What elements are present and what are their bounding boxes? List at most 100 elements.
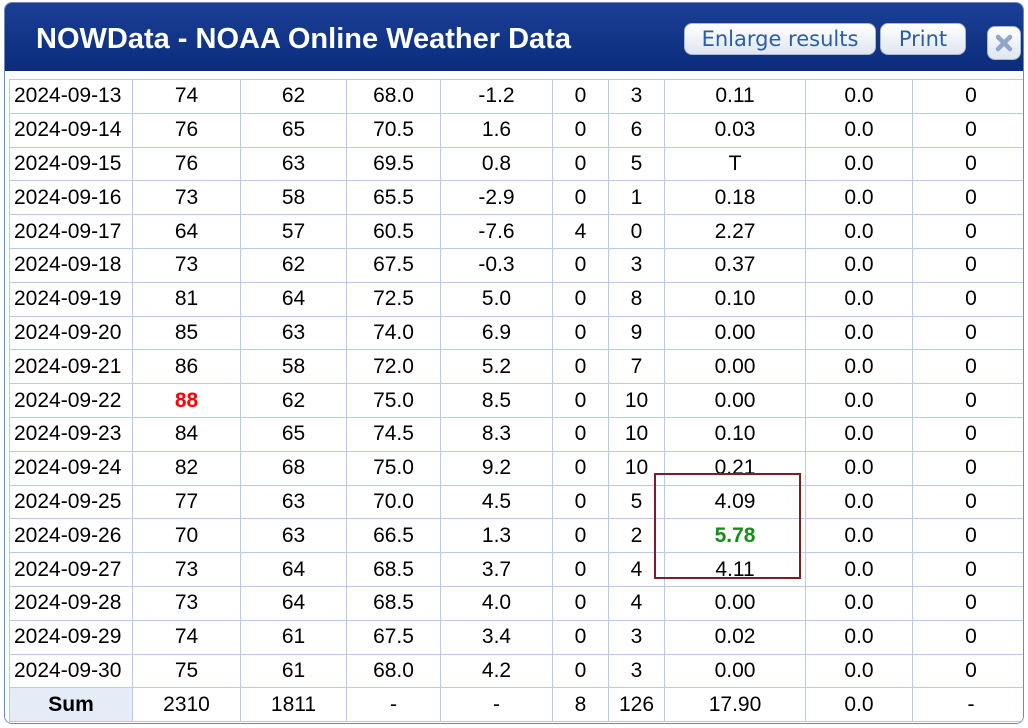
cell-min-temp: 57 — [240, 214, 347, 249]
cell-hdd: 0 — [552, 281, 609, 317]
table-row: 2024-09-21 86 58 72.0 5.2 0 7 0.00 0.0 0 — [9, 349, 1023, 385]
cell-snow-depth: 0 — [912, 585, 1023, 621]
cell-snowfall: 0.0 — [805, 653, 913, 689]
cell-departure: -2.9 — [440, 180, 553, 216]
enlarge-results-button[interactable]: Enlarge results — [684, 23, 876, 55]
cell-date: 2024-09-13 — [9, 79, 133, 114]
cell-precipitation: 0.00 — [664, 383, 806, 418]
cell-min-temp: 58 — [240, 349, 347, 385]
cell-snow-depth: 0 — [912, 247, 1023, 283]
cell-snow-depth: 0 — [912, 383, 1023, 418]
cell-min-temp: 62 — [240, 247, 347, 283]
table-row: 2024-09-19 81 64 72.5 5.0 0 8 0.10 0.0 0 — [9, 281, 1023, 317]
sum-precipitation: 17.90 — [664, 687, 806, 723]
cell-precipitation: 4.11 — [664, 552, 806, 587]
sum-snow-depth: - — [912, 687, 1023, 723]
cell-cdd: 6 — [608, 112, 665, 148]
cell-snowfall: 0.0 — [805, 585, 913, 621]
close-button[interactable] — [987, 26, 1021, 60]
cell-cdd: 0 — [608, 214, 665, 249]
table-row: 2024-09-23 84 65 74.5 8.3 0 10 0.10 0.0 0 — [9, 416, 1023, 452]
cell-departure: 1.3 — [440, 518, 553, 554]
cell-snow-depth: 0 — [912, 112, 1023, 148]
cell-avg-temp: 68.0 — [346, 653, 441, 689]
sum-min-temp: 1811 — [240, 687, 347, 723]
results-panel[interactable]: 2024-09-13 74 62 68.0 -1.2 0 3 0.11 0.0 0 2024-09-… — [5, 71, 1023, 723]
cell-avg-temp: 70.0 — [346, 484, 441, 520]
cell-min-temp: 61 — [240, 653, 347, 689]
sum-max-temp: 2310 — [132, 687, 241, 723]
cell-cdd: 10 — [608, 416, 665, 452]
cell-max-temp: 64 — [132, 214, 241, 249]
cell-snowfall: 0.0 — [805, 552, 913, 587]
cell-hdd: 0 — [552, 79, 609, 114]
cell-cdd: 1 — [608, 180, 665, 216]
cell-hdd: 0 — [552, 349, 609, 385]
cell-departure: 9.2 — [440, 450, 553, 486]
cell-max-temp: 76 — [132, 112, 241, 148]
sum-row: Sum 2310 1811- -8 126 17.90 0.0- — [9, 687, 1023, 723]
cell-precipitation: 0.00 — [664, 349, 806, 385]
cell-max-temp: 74 — [132, 79, 241, 114]
cell-date: 2024-09-19 — [9, 281, 133, 317]
cell-date: 2024-09-25 — [9, 484, 133, 520]
cell-max-temp: 70 — [132, 518, 241, 554]
cell-hdd: 0 — [552, 518, 609, 554]
cell-min-temp: 62 — [240, 79, 347, 114]
sum-label: Sum — [9, 687, 133, 723]
cell-avg-temp: 69.5 — [346, 146, 441, 182]
cell-max-temp: 76 — [132, 146, 241, 182]
cell-hdd: 0 — [552, 416, 609, 452]
dialog-title: NOWData - NOAA Online Weather Data — [36, 23, 571, 55]
cell-hdd: 0 — [552, 112, 609, 148]
cell-date: 2024-09-23 — [9, 416, 133, 452]
cell-cdd: 3 — [608, 653, 665, 689]
cell-cdd: 10 — [608, 450, 665, 486]
cell-min-temp: 64 — [240, 281, 347, 317]
cell-hdd: 0 — [552, 653, 609, 689]
cell-snowfall: 0.0 — [805, 619, 913, 655]
cell-cdd: 9 — [608, 315, 665, 351]
cell-departure: 5.2 — [440, 349, 553, 385]
cell-max-temp: 85 — [132, 315, 241, 351]
cell-min-temp: 62 — [240, 383, 347, 418]
print-button[interactable]: Print — [880, 23, 966, 55]
cell-precipitation: 0.21 — [664, 450, 806, 486]
cell-avg-temp: 72.0 — [346, 349, 441, 385]
cell-departure: 8.5 — [440, 383, 553, 418]
table-row: 2024-09-24 82 68 75.0 9.2 0 10 0.21 0.0 0 — [9, 450, 1023, 486]
cell-hdd: 4 — [552, 214, 609, 249]
cell-precipitation: 0.10 — [664, 281, 806, 317]
cell-date: 2024-09-26 — [9, 518, 133, 554]
cell-avg-temp: 74.0 — [346, 315, 441, 351]
cell-avg-temp: 75.0 — [346, 450, 441, 486]
cell-precipitation: 4.09 — [664, 484, 806, 520]
cell-snowfall: 0.0 — [805, 247, 913, 283]
cell-precipitation: 2.27 — [664, 214, 806, 249]
cell-precipitation: 0.02 — [664, 619, 806, 655]
cell-departure: 3.4 — [440, 619, 553, 655]
sum-departure: - — [440, 687, 553, 723]
cell-date: 2024-09-22 — [9, 383, 133, 418]
cell-departure: -0.3 — [440, 247, 553, 283]
cell-max-temp: 73 — [132, 552, 241, 587]
cell-avg-temp: 67.5 — [346, 619, 441, 655]
cell-min-temp: 63 — [240, 146, 347, 182]
cell-snow-depth: 0 — [912, 281, 1023, 317]
cell-snow-depth: 0 — [912, 619, 1023, 655]
table-row: 2024-09-27 73 64 68.5 3.7 0 4 4.11 0.0 0 — [9, 552, 1023, 587]
weather-table: 2024-09-13 74 62 68.0 -1.2 0 3 0.11 0.0 0 2024-09-… — [9, 79, 1023, 723]
sum-avg-temp: - — [346, 687, 441, 723]
cell-snow-depth: 0 — [912, 315, 1023, 351]
cell-precipitation: 0.00 — [664, 585, 806, 621]
cell-date: 2024-09-28 — [9, 585, 133, 621]
cell-precipitation: 0.11 — [664, 79, 806, 114]
cell-min-temp: 63 — [240, 518, 347, 554]
cell-snowfall: 0.0 — [805, 281, 913, 317]
cell-snowfall: 0.0 — [805, 450, 913, 486]
nowdata-dialog: NOWData - NOAA Online Weather Data Enlar… — [4, 2, 1024, 724]
table-row: 2024-09-14 76 65 70.5 1.6 0 6 0.03 0.0 0 — [9, 112, 1023, 148]
cell-departure: 4.0 — [440, 585, 553, 621]
cell-snow-depth: 0 — [912, 416, 1023, 452]
table-row: 2024-09-30 75 61 68.0 4.2 0 3 0.00 0.0 0 — [9, 653, 1023, 689]
